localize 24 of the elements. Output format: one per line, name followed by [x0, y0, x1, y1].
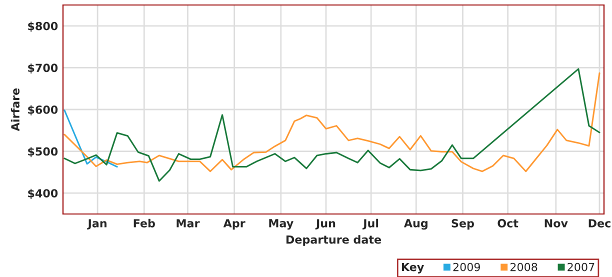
y-tick-label: $700 — [28, 63, 58, 74]
x-tick-label: Nov — [544, 219, 568, 228]
y-axis-title: Airfare — [10, 88, 20, 132]
legend-label: 2008 — [510, 262, 538, 272]
x-tick-label: Mar — [176, 219, 200, 228]
y-tick-label: $800 — [28, 22, 58, 32]
y-tick-label: $500 — [28, 147, 58, 158]
y-tick-label: $600 — [28, 105, 58, 116]
x-tick-label: Apr — [223, 219, 246, 230]
x-axis-title: Departure date — [286, 235, 382, 246]
y-tick-label: $400 — [28, 188, 58, 199]
x-tick-label: Jun — [315, 219, 336, 230]
legend-title: Key — [402, 262, 424, 274]
x-tick-label: Sep — [452, 219, 474, 230]
x-tick-label: Jul — [362, 218, 378, 230]
x-tick-label: May — [269, 219, 294, 230]
legend-label: 2009 — [453, 262, 480, 272]
x-tick-label: Feb — [134, 218, 155, 228]
line-series — [64, 110, 118, 168]
x-tick-label: Jan — [87, 219, 106, 230]
x-tick-label: Oct — [498, 219, 518, 228]
x-tick-label: Dec — [588, 219, 610, 228]
x-tick-label: Aug — [404, 219, 428, 230]
legend-label: 2007 — [568, 262, 594, 272]
